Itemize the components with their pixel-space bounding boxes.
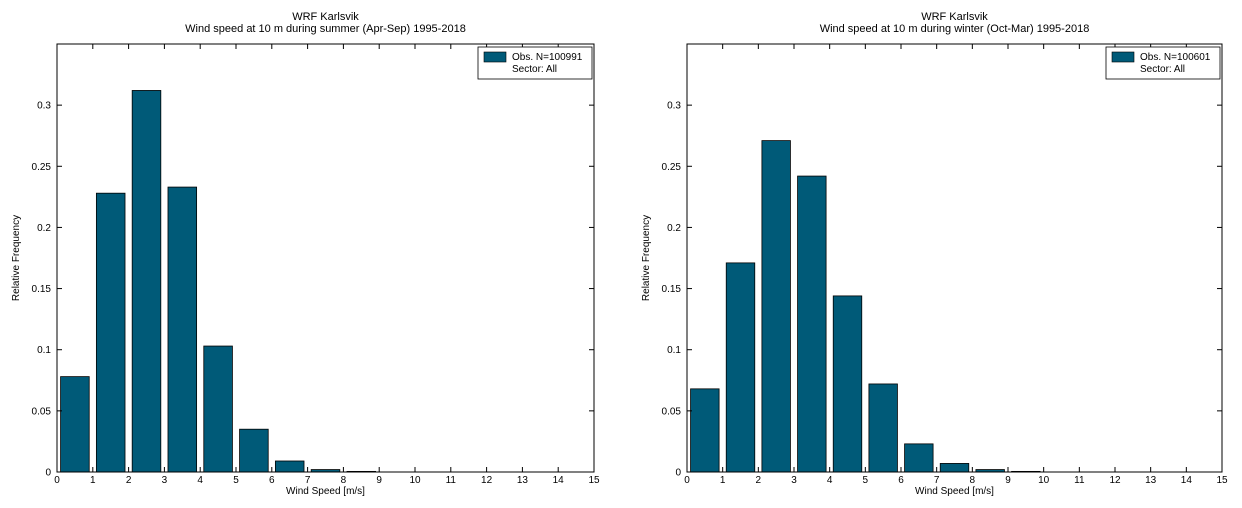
y-tick-label: 0 [675,468,681,479]
x-tick-label: 15 [588,475,600,486]
x-tick-label: 9 [1005,475,1011,486]
x-tick-label: 7 [934,475,940,486]
y-tick-label: 0.25 [662,162,682,173]
y-tick-label: 0.25 [32,162,52,173]
bar [832,295,863,473]
y-axis-label: Relative Frequency [641,215,652,301]
x-tick-label: 6 [898,475,904,486]
x-tick-label: 14 [1181,475,1193,486]
y-tick-label: 0.15 [32,284,52,295]
x-tick-label: 3 [162,475,168,486]
x-tick-label: 10 [409,475,421,486]
x-tick-label: 14 [553,475,565,486]
x-tick-label: 11 [1074,475,1085,486]
x-axis-label: Wind Speed [m/s] [915,486,994,497]
y-tick-label: 0.05 [662,406,682,417]
legend-sector: Sector: All [512,64,557,75]
y-tick-label: 0.3 [667,101,681,112]
legend-sector: Sector: All [1140,64,1185,75]
y-axis-label: Relative Frequency [11,215,22,301]
bar [239,428,269,473]
chart-subtitle: Wind speed at 10 m during summer (Apr-Se… [185,23,466,35]
bar [274,460,305,473]
plot-frame [56,43,595,473]
x-tick-label: 4 [197,475,203,486]
x-tick-label: 1 [720,475,726,486]
bar [690,388,720,473]
x-tick-label: 5 [863,475,869,486]
legend-swatch [483,51,507,63]
x-tick-label: 0 [54,475,60,486]
y-tick-label: 0.1 [667,345,681,356]
x-tick-label: 10 [1038,475,1050,486]
y-tick-label: 0.1 [37,345,51,356]
x-tick-label: 0 [684,475,690,486]
y-tick-label: 0.2 [37,223,51,234]
bar [939,463,970,473]
x-tick-label: 8 [970,475,976,486]
bar [167,186,198,473]
legend-entry: Obs. N=100991 [512,52,583,63]
bar [761,140,791,473]
x-tick-label: 8 [341,475,347,486]
bar [203,345,233,473]
chart-title: WRF Karlsvik [292,11,359,23]
bar [868,383,898,473]
bar [131,90,162,473]
x-tick-label: 2 [126,475,132,486]
x-tick-label: 13 [1145,475,1157,486]
y-tick-label: 0.2 [667,223,681,234]
y-tick-label: 0.05 [32,406,52,417]
bar [904,443,934,473]
x-tick-label: 1 [90,475,96,486]
x-tick-label: 6 [269,475,275,486]
x-tick-label: 7 [305,475,311,486]
x-tick-label: 15 [1216,475,1228,486]
legend-swatch [1111,51,1135,63]
bar [95,192,126,473]
x-tick-label: 3 [791,475,797,486]
x-tick-label: 12 [1109,475,1121,486]
legend-entry: Obs. N=100601 [1140,52,1211,63]
x-tick-label: 12 [481,475,493,486]
chart-title: WRF Karlsvik [921,11,988,23]
x-tick-label: 9 [376,475,382,486]
x-tick-label: 11 [446,475,457,486]
bar [725,262,756,473]
y-tick-label: 0 [45,468,51,479]
bar [797,175,827,473]
x-tick-label: 4 [827,475,833,486]
x-tick-label: 2 [756,475,762,486]
x-tick-label: 13 [517,475,529,486]
x-axis-label: Wind Speed [m/s] [286,486,365,497]
x-tick-label: 5 [233,475,239,486]
y-tick-label: 0.15 [662,284,682,295]
plot-frame [686,43,1223,473]
bar [60,376,90,473]
y-tick-label: 0.3 [37,101,51,112]
chart-subtitle: Wind speed at 10 m during winter (Oct-Ma… [820,23,1090,35]
